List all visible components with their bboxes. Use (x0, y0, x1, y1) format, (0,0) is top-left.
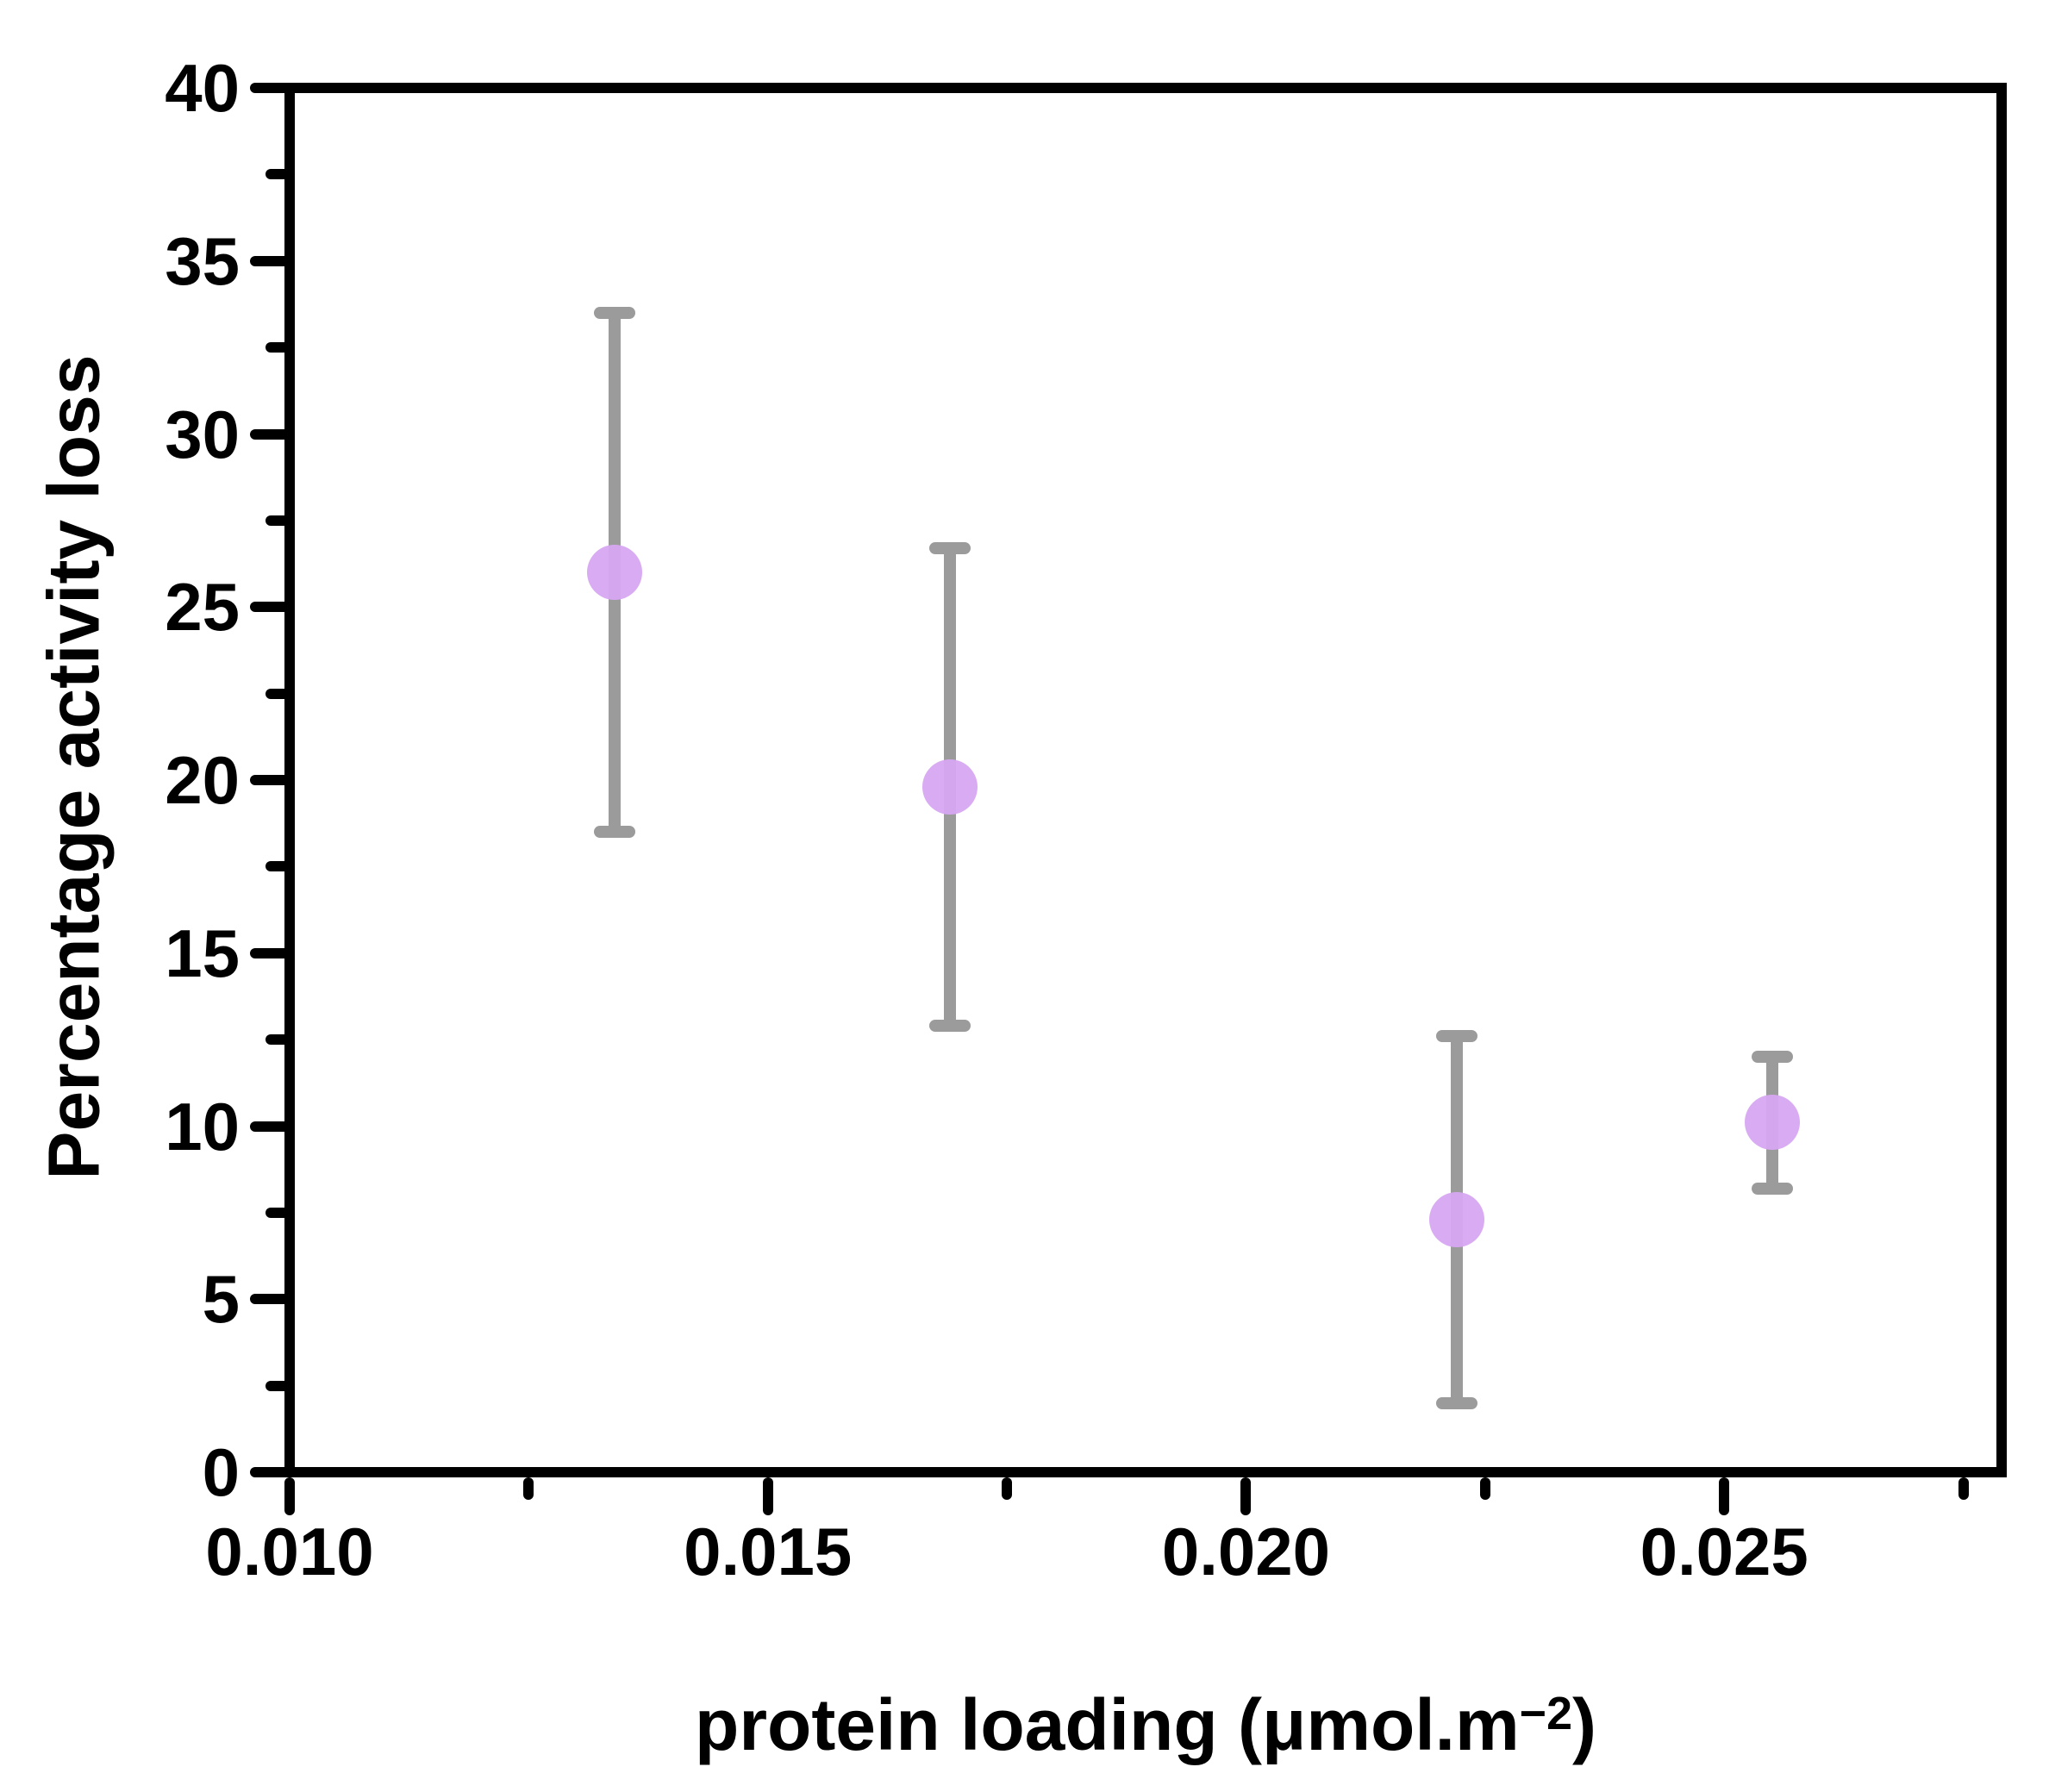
error-bar-bottom-cap (1435, 1396, 1477, 1409)
x-minor-tick (1958, 1477, 1969, 1500)
y-minor-tick (265, 1034, 290, 1046)
x-major-tick (284, 1477, 295, 1515)
data-point-marker (921, 759, 978, 815)
y-minor-tick (265, 861, 290, 872)
x-tick-label: 0.025 (1640, 1514, 1808, 1589)
y-minor-tick (265, 688, 290, 699)
y-tick-label: 20 (165, 742, 240, 818)
error-bar-top-cap (1751, 1051, 1793, 1064)
x-tick-label: 0.020 (1161, 1514, 1331, 1589)
x-minor-tick (1479, 1477, 1490, 1500)
y-minor-tick (265, 169, 290, 180)
data-point-marker (1428, 1191, 1484, 1247)
y-major-tick (250, 255, 290, 266)
y-minor-tick (265, 1207, 290, 1218)
y-minor-tick (265, 515, 290, 526)
y-major-tick (250, 1294, 290, 1305)
y-major-tick (250, 1467, 290, 1477)
x-minor-tick (523, 1477, 534, 1500)
y-major-tick (250, 602, 290, 613)
data-point-marker (1744, 1095, 1800, 1151)
error-bar-top-cap (1435, 1030, 1477, 1043)
error-bar-bottom-cap (594, 826, 636, 839)
error-bar-top-cap (594, 306, 636, 319)
x-major-tick (1719, 1477, 1730, 1515)
x-axis-title-end: ) (1572, 1684, 1596, 1766)
x-axis-title-superscript: −2 (1519, 1688, 1573, 1739)
data-point-marker (587, 545, 643, 601)
y-major-tick (250, 83, 290, 93)
y-minor-tick (265, 1380, 290, 1391)
y-tick-label: 15 (165, 915, 240, 991)
y-tick-label: 10 (165, 1088, 240, 1164)
x-minor-tick (1002, 1477, 1013, 1500)
x-axis-title: protein loading (μmol.m−2) (695, 1662, 1596, 1776)
y-major-tick (250, 947, 290, 958)
y-major-tick (250, 428, 290, 440)
error-bar-bottom-cap (928, 1020, 971, 1033)
x-tick-label: 0.010 (205, 1514, 374, 1589)
y-tick-label: 0 (202, 1434, 240, 1510)
y-major-tick (250, 775, 290, 785)
y-tick-label: 35 (165, 222, 240, 299)
x-axis-title-main: protein loading (μmol.m (695, 1684, 1520, 1766)
y-major-tick (250, 1121, 290, 1132)
y-tick-label: 25 (165, 569, 240, 646)
y-tick-label: 5 (202, 1261, 240, 1338)
x-major-tick (762, 1477, 773, 1515)
y-tick-label: 30 (165, 396, 240, 472)
error-bar-top-cap (928, 541, 971, 554)
y-axis-title: Percentage activity loss (33, 354, 115, 1180)
y-tick-label: 40 (165, 50, 240, 126)
y-minor-tick (265, 342, 290, 353)
error-bar-bottom-cap (1751, 1182, 1793, 1195)
x-major-tick (1240, 1477, 1252, 1515)
x-tick-label: 0.015 (684, 1514, 853, 1589)
